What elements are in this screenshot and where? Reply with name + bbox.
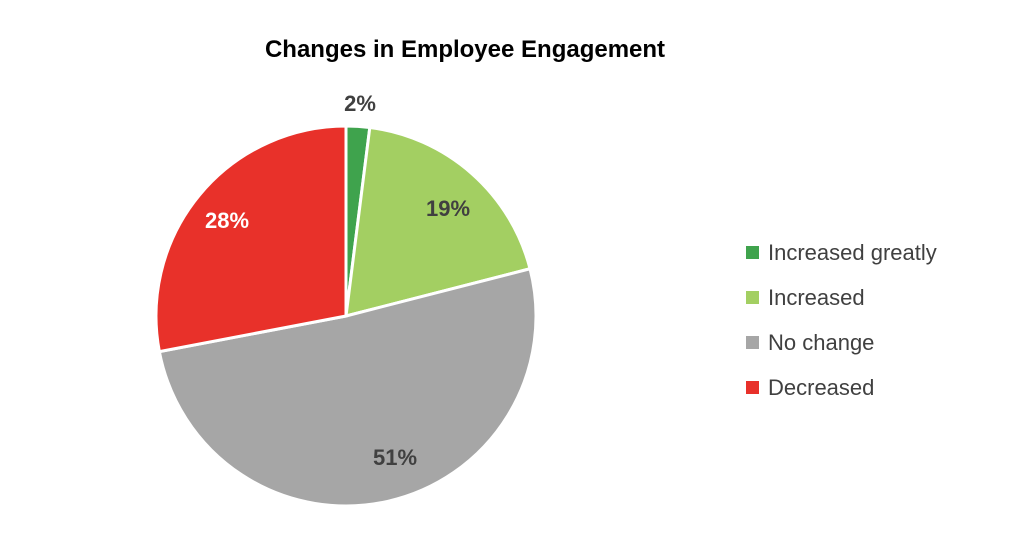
legend-item-decreased: Decreased <box>746 365 937 410</box>
legend-swatch-increased <box>746 291 759 304</box>
pie-slices <box>154 124 538 508</box>
legend-swatch-increased-greatly <box>746 246 759 259</box>
legend-label-decreased: Decreased <box>768 374 875 400</box>
data-label-increased: 19% <box>426 196 470 221</box>
pie-labels: 2% 19% 51% 28% <box>205 91 470 470</box>
data-label-decreased: 28% <box>205 208 249 233</box>
pie-slice-decreased <box>154 124 348 354</box>
legend-label-no-change: No change <box>768 329 875 355</box>
legend-swatch-decreased <box>746 381 759 394</box>
legend-item-increased-greatly: Increased greatly <box>746 230 937 275</box>
chart-title: Changes in Employee Engagement <box>264 36 666 63</box>
legend-label-increased: Increased <box>768 284 865 310</box>
data-label-no-change: 51% <box>373 445 417 470</box>
legend-swatch-no-change <box>746 336 759 349</box>
legend-item-no-change: No change <box>746 320 937 365</box>
legend-item-increased: Increased <box>746 275 937 320</box>
legend: Increased greatly Increased No change De… <box>746 230 937 410</box>
pie-slice-no-change <box>157 266 538 508</box>
data-label-increased-greatly: 2% <box>344 91 376 116</box>
pie-slice-increased <box>344 125 532 319</box>
legend-label-increased-greatly: Increased greatly <box>768 239 937 265</box>
